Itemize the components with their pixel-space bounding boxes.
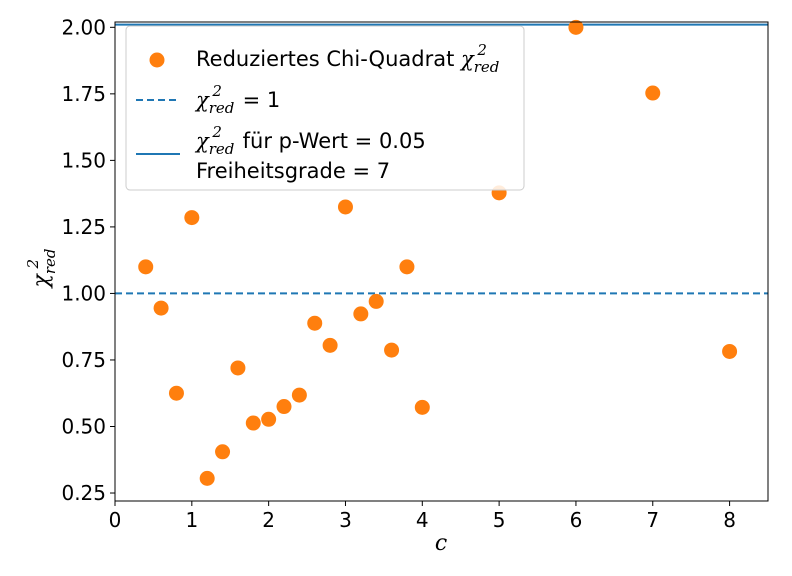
data-point [337, 199, 353, 215]
legend-dashed-sup: 2 [211, 82, 222, 100]
y-tick-label: 1.00 [61, 281, 106, 305]
data-point [245, 415, 261, 431]
legend-scatter-math: χ [459, 47, 475, 71]
legend-dashed-math: χ [194, 88, 210, 112]
y-axis-label-sup: 2 [24, 259, 42, 270]
data-point [276, 399, 292, 415]
legend-scatter-sup: 2 [476, 41, 487, 59]
legend-dashed-text: = 1 [236, 88, 280, 112]
legend: Reduziertes Chi-Quadrat χred2 χred2 = 1 … [125, 25, 525, 191]
legend-solid-sup: 2 [211, 123, 222, 141]
x-axis-label: c [435, 531, 447, 556]
y-tick-label: 1.50 [61, 148, 106, 172]
data-point [168, 385, 184, 401]
data-point [153, 300, 169, 316]
y-tick-label: 1.25 [61, 215, 106, 239]
x-tick-label: 6 [570, 508, 583, 532]
legend-entry-scatter: Reduziertes Chi-Quadrat χred2 [196, 41, 499, 76]
data-point [399, 259, 415, 275]
data-point [645, 85, 661, 101]
data-point [307, 315, 323, 331]
legend-solid-text: für p-Wert = 0.05 [236, 129, 426, 153]
data-point [568, 19, 584, 35]
legend-entry-solid: χred2 für p-Wert = 0.05 [194, 123, 426, 158]
legend-marker-scatter [149, 52, 165, 68]
data-point [368, 293, 384, 309]
data-point [322, 337, 338, 353]
legend-dashed-sub: red [209, 99, 235, 117]
y-axis-label-base: χ [29, 273, 54, 290]
data-point [353, 306, 369, 322]
x-tick-label: 4 [416, 508, 429, 532]
data-point [722, 343, 738, 359]
y-axis-label-sub: red [41, 249, 59, 275]
x-tick-label: 3 [339, 508, 352, 532]
x-tick-label: 8 [723, 508, 736, 532]
y-tick-label: 2.00 [61, 15, 106, 39]
x-tick-label: 7 [646, 508, 659, 532]
x-tick-label: 0 [109, 508, 122, 532]
y-tick-label: 0.75 [61, 348, 106, 372]
data-point [261, 411, 277, 427]
legend-solid-math: χ [194, 129, 210, 153]
data-point [215, 444, 231, 460]
legend-solid-sub: red [209, 140, 235, 158]
data-point [138, 259, 154, 275]
legend-entry-dashed: χred2 = 1 [194, 82, 280, 117]
plot-area [115, 19, 768, 486]
y-tick-label: 0.25 [61, 481, 106, 505]
y-tick-label: 1.75 [61, 82, 106, 106]
x-tick-label: 1 [185, 508, 198, 532]
x-tick-label: 2 [262, 508, 275, 532]
y-axis-label: χred2 [24, 249, 59, 290]
legend-box [125, 25, 525, 191]
legend-entry-solid-line2: Freiheitsgrade = 7 [196, 159, 390, 183]
plot-frame [114, 21, 769, 502]
data-point [230, 360, 246, 376]
data-point [414, 399, 430, 415]
y-tick-label: 0.50 [61, 414, 106, 438]
axes: 0 1 2 3 4 5 6 7 8 0.25 0.50 0.75 1.00 1.25 1.50 1.75 2.0… [61, 15, 769, 532]
data-point [199, 470, 215, 486]
data-point [291, 387, 307, 403]
data-point [384, 342, 400, 358]
legend-scatter-sub: red [474, 58, 500, 76]
x-tick-label: 5 [493, 508, 506, 532]
legend-scatter-text: Reduziertes Chi-Quadrat [196, 47, 461, 71]
data-point [184, 210, 200, 226]
